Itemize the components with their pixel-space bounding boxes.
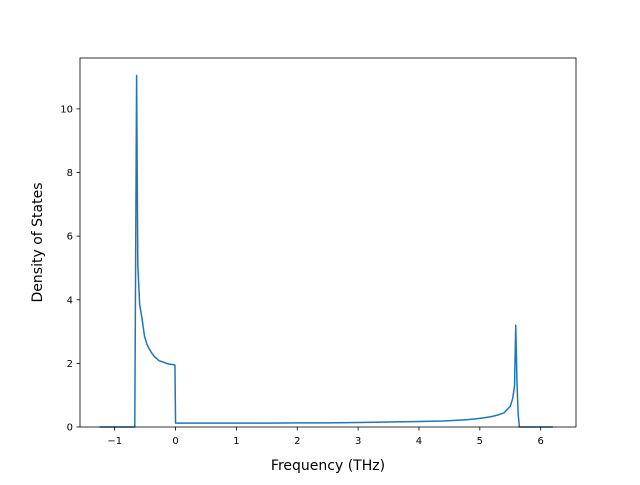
- x-axis-label: Frequency (THz): [271, 458, 385, 474]
- y-tick-label: 0: [67, 423, 73, 434]
- x-tick-label: 2: [294, 436, 300, 447]
- x-tick-label: 1: [233, 436, 239, 447]
- x-tick-label: 4: [416, 436, 422, 447]
- x-axis: −1 0 1 2 3 4 5 6: [107, 427, 544, 447]
- y-axis-label: Density of States: [30, 183, 46, 303]
- dos-series-line: [99, 74, 553, 428]
- y-tick-label: 6: [67, 232, 73, 243]
- y-tick-label: 4: [67, 295, 73, 306]
- y-axis: 0 2 4 6 8 10: [60, 104, 80, 434]
- data-layer: [99, 74, 553, 428]
- x-tick-label: 3: [355, 436, 361, 447]
- y-tick-label: 2: [67, 359, 73, 370]
- y-tick-label: 10: [60, 104, 73, 115]
- x-tick-label: 6: [538, 436, 544, 447]
- y-tick-label: 8: [67, 168, 73, 179]
- plot-frame: [79, 57, 577, 428]
- x-tick-label: 0: [172, 436, 178, 447]
- x-tick-label: −1: [107, 436, 122, 447]
- x-tick-label: 5: [477, 436, 483, 447]
